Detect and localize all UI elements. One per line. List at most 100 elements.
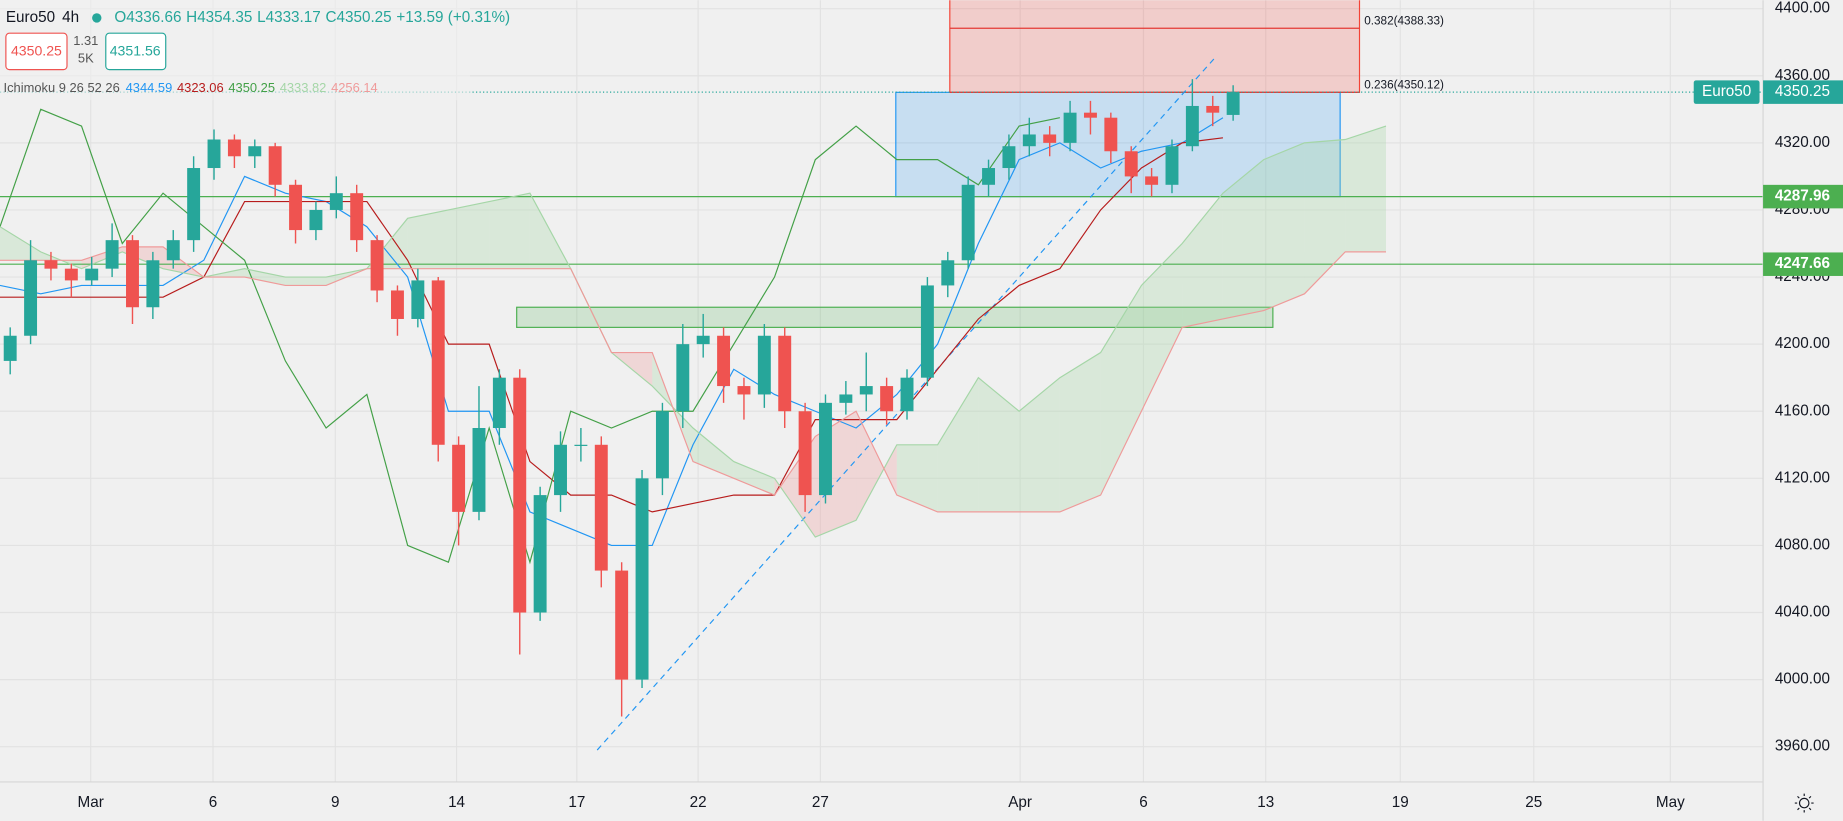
indicator-value: 4256.14 [331,80,378,95]
symbol-badge-label: Euro50 [1702,83,1751,100]
x-tick-label: 17 [568,794,585,811]
candle-body [513,377,527,613]
candle-body [1226,92,1240,115]
candle-body [64,268,78,281]
x-tick-label: Mar [78,794,104,811]
settings-icon[interactable] [1794,793,1814,813]
axes: 3960.00 4000.00 4040.00 4080.00 4120.00 4160.… [78,0,1843,811]
candle-body [1043,134,1057,143]
candle-body [920,285,934,378]
zone-rectangle [949,0,1361,93]
cloud-fill [937,377,979,512]
x-tick-label: 25 [1525,794,1542,811]
settings-icon-rays [1794,793,1814,813]
candle-body [105,240,119,269]
candle-body [1002,146,1016,169]
candle-body [207,139,221,169]
cloud-fill [448,201,490,269]
candle-body [24,260,38,336]
fib-label: 0.382(4388.33) [1364,14,1444,27]
cloud-fill [856,411,897,521]
candle-body [472,428,486,512]
candle-body [737,386,751,395]
candle-body [941,260,955,286]
candle-body [1124,151,1138,177]
candle-body [961,184,975,261]
indicator-name: Ichimoku 9 26 52 26 [4,80,120,95]
candle-body [431,280,445,445]
y-tick-label: 4000.00 [1775,671,1830,688]
y-tick-label: 4040.00 [1775,604,1830,621]
cloud-fill [611,352,653,387]
interval: 4h [62,9,79,26]
candle-body [126,240,139,308]
candle-body [1145,176,1159,185]
buy-button[interactable] [105,32,167,71]
x-tick-label: 6 [209,794,218,811]
candle-body [635,478,649,680]
ohlc-value: L4333.17 [257,9,321,26]
candle-body [329,193,343,210]
y-tick-label: 4360.00 [1775,67,1830,84]
candle-body [309,209,323,231]
candle-body [717,335,731,387]
cloud-fill [1059,352,1101,512]
candle-body [166,240,180,261]
candle-body [146,260,160,308]
settings-icon-core [1798,797,1810,809]
cloud-fill [1345,126,1387,252]
candle-body [554,444,567,496]
level-badge [1763,252,1843,276]
y-tick-label: 4120.00 [1775,469,1830,486]
cloud-fill [733,461,775,496]
x-tick-label: 19 [1392,794,1409,811]
candle-body [492,377,506,429]
x-tick-label: 22 [690,794,707,811]
candle-body [594,444,608,571]
plot-area: 0.382(4388.33) 0.236(4350.12) [0,0,1764,751]
buy-price: 4351.56 [110,43,161,59]
y-tick-label: 4080.00 [1775,536,1830,553]
candle-body [248,146,262,157]
candle-body [757,335,771,395]
x-tick-label: 13 [1257,794,1274,811]
candle-body [839,394,853,403]
candle-body [1083,112,1097,118]
candle-body [44,260,58,269]
candle-body [370,240,384,291]
candle-body [85,268,99,281]
ichimoku-line [0,246,1386,513]
cloud-fill [1182,193,1223,328]
ohlc-value: H4354.35 [186,9,252,26]
cloud-fill [1222,159,1264,319]
candle-body [676,344,690,412]
indicator-value: 4333.82 [280,80,327,95]
cloud-fill [1304,139,1346,294]
cloud-fill [285,277,327,286]
sell-price: 4350.25 [11,43,62,59]
volume: 5K [78,50,94,65]
symbol: Euro50 [6,9,55,26]
cloud-fill [1141,243,1183,412]
candle-body [268,146,282,185]
cloud-fill [978,377,1020,512]
x-tick-label: 14 [448,794,465,811]
candle-body [778,335,792,412]
x-tick-label: 27 [812,794,829,811]
candle-body [900,377,914,412]
candle-body [3,335,17,361]
candle-body [1063,112,1077,143]
x-tick-label: May [1656,794,1685,811]
level-badge-label: 4287.96 [1775,188,1830,205]
candle-body [696,335,710,345]
candle-body [859,386,873,395]
fib-label: 0.236(4350.12) [1364,78,1444,91]
sell-button[interactable] [5,32,68,71]
cloud-fill [244,268,286,286]
indicator-value: 4344.59 [126,80,173,95]
y-tick-label: 4320.00 [1775,134,1830,151]
candle-body [227,139,241,157]
cloud-fill [1019,377,1060,512]
